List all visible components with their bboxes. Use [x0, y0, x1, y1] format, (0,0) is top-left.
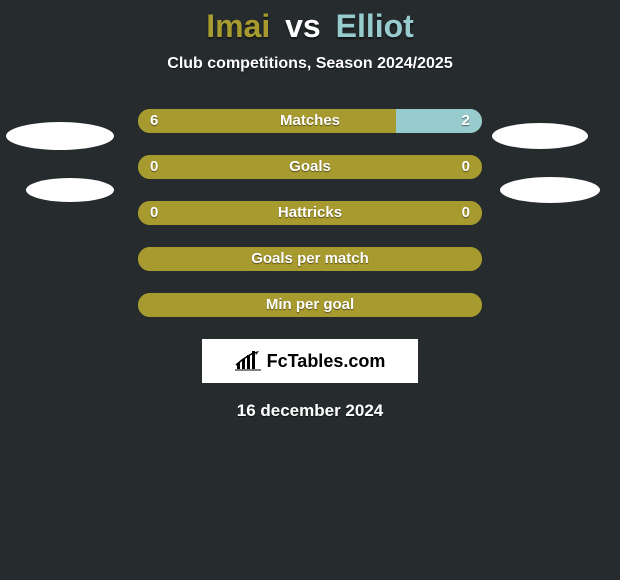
bar-label: Goals per match — [138, 247, 482, 271]
decorative-ellipse — [6, 122, 114, 150]
title-vs: vs — [285, 8, 321, 44]
bar-label: Matches — [138, 109, 482, 133]
decorative-ellipse — [26, 178, 114, 202]
title-player1: Imai — [206, 8, 270, 44]
bar-label: Min per goal — [138, 293, 482, 317]
stat-bar: 00Goals — [138, 155, 482, 179]
page-title: Imai vs Elliot — [0, 0, 620, 45]
decorative-ellipse — [492, 123, 588, 149]
logo-text: FcTables.com — [267, 351, 386, 372]
subtitle: Club competitions, Season 2024/2025 — [0, 55, 620, 73]
title-player2: Elliot — [336, 8, 414, 44]
date-text: 16 december 2024 — [0, 401, 620, 421]
bar-label: Hattricks — [138, 201, 482, 225]
bar-label: Goals — [138, 155, 482, 179]
stat-bar: 62Matches — [138, 109, 482, 133]
stat-bar: Min per goal — [138, 293, 482, 317]
chart-icon — [235, 351, 261, 371]
stat-bar: 00Hattricks — [138, 201, 482, 225]
decorative-ellipse — [500, 177, 600, 203]
stat-bar: Goals per match — [138, 247, 482, 271]
logo-box: FcTables.com — [202, 339, 418, 383]
